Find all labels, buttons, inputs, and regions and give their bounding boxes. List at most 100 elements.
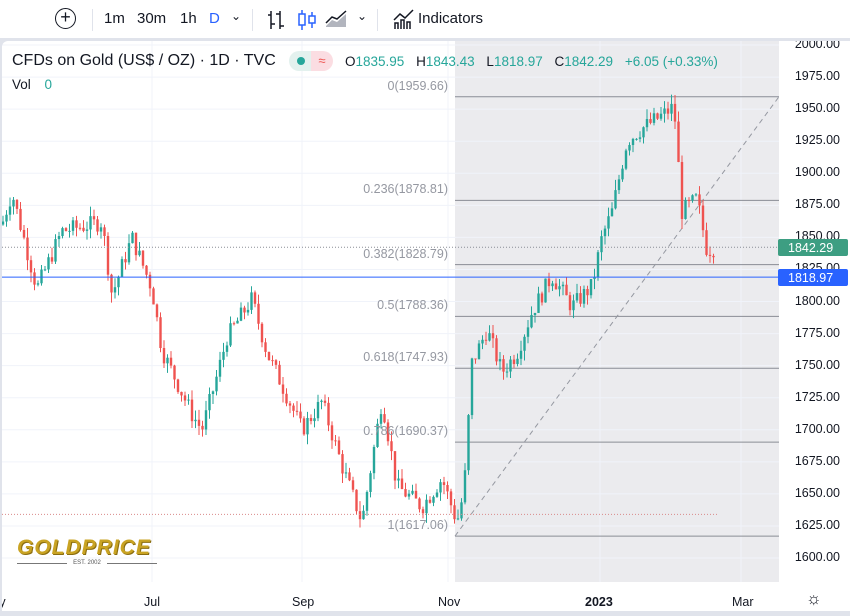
candle — [19, 208, 22, 230]
candle — [404, 489, 407, 497]
candle — [211, 391, 215, 395]
candle — [393, 451, 397, 481]
candle — [239, 307, 243, 321]
price-axis-label: 2000.00 — [794, 41, 840, 51]
indicators-button[interactable]: Indicators — [418, 10, 484, 27]
candle — [694, 194, 698, 196]
candle — [652, 113, 656, 123]
candle — [372, 446, 376, 474]
candle — [701, 205, 705, 231]
candle — [628, 145, 631, 151]
candle — [495, 338, 498, 362]
candle — [309, 417, 313, 422]
price-axis-label: 1975.00 — [794, 69, 840, 84]
interval-d[interactable]: D — [209, 10, 220, 27]
area-chart-icon[interactable] — [325, 10, 347, 28]
candle — [299, 411, 302, 419]
candle — [113, 287, 117, 293]
candle — [544, 278, 547, 303]
candle — [159, 317, 162, 349]
interval-1m[interactable]: 1m — [104, 10, 125, 27]
add-symbol-button[interactable]: + — [55, 8, 76, 29]
candle — [176, 379, 180, 392]
candle — [295, 410, 299, 412]
candle — [323, 400, 327, 403]
candle — [330, 425, 334, 441]
candle — [61, 228, 64, 237]
candle — [365, 491, 369, 511]
candle — [684, 200, 687, 219]
candle — [313, 418, 316, 422]
candle — [362, 510, 365, 520]
candle — [103, 227, 106, 237]
chart-panel[interactable]: CFDs on Gold (US$ / OZ) · 1D · TVC ≈ O18… — [2, 41, 850, 611]
candle — [649, 119, 652, 123]
candle — [43, 269, 47, 271]
time-axis-label: Sep — [292, 595, 315, 609]
divider — [377, 9, 378, 31]
price-axis-label: 1725.00 — [794, 389, 840, 404]
candle — [355, 489, 358, 512]
candle — [173, 365, 176, 380]
candle — [453, 505, 456, 520]
price-axis-label: 1650.00 — [794, 485, 840, 500]
candle — [708, 254, 712, 256]
candle — [92, 216, 96, 220]
candle — [680, 162, 684, 219]
open-value: 1835.95 — [355, 54, 405, 69]
candles-icon[interactable] — [296, 9, 318, 31]
candle — [267, 351, 271, 361]
candle — [47, 257, 50, 270]
candle — [253, 292, 257, 304]
candle — [302, 418, 306, 435]
change-value: +6.05 (+0.33%) — [624, 54, 718, 69]
candle — [232, 323, 236, 325]
candle — [96, 219, 99, 232]
fib-level-label: 0.786(1690.37) — [363, 424, 448, 439]
candle — [670, 103, 673, 114]
candle — [197, 419, 201, 426]
candle — [75, 220, 78, 228]
candle — [642, 127, 645, 138]
fib-level-label: 1(1617.06) — [387, 518, 448, 533]
candle — [344, 472, 348, 474]
candle — [71, 220, 75, 231]
candle — [509, 359, 512, 372]
bar-chart-icon[interactable] — [266, 9, 286, 31]
candle — [243, 307, 246, 313]
candle — [379, 414, 383, 424]
volume-value: 0 — [44, 77, 53, 92]
interval-30m[interactable]: 30m — [137, 10, 167, 27]
indicators-icon[interactable] — [392, 8, 414, 30]
interval-1h[interactable]: 1h — [180, 10, 197, 27]
candle — [376, 423, 379, 447]
volume-legend: Vol 0 — [12, 77, 52, 92]
market-status[interactable]: ≈ — [289, 51, 333, 71]
candle — [208, 394, 211, 411]
candle — [621, 168, 624, 180]
candle — [635, 138, 638, 140]
candle — [698, 194, 701, 206]
low-label: L — [486, 54, 494, 69]
time-axis-label: May — [2, 595, 6, 609]
ohlc-readout: O1835.95 H1843.43 L1818.97 C1842.29 +6.0… — [345, 54, 726, 69]
candle — [565, 284, 568, 296]
candle — [397, 478, 400, 481]
symbol-title[interactable]: CFDs on Gold (US$ / OZ) · 1D · TVC — [12, 52, 276, 69]
candle — [320, 400, 323, 402]
candle — [306, 417, 309, 435]
fib-level-label: 0(1959.66) — [387, 78, 448, 93]
candle — [85, 229, 89, 231]
chevron-down-icon[interactable]: ⌄ — [231, 9, 242, 23]
chevron-down-icon[interactable]: ⌄ — [357, 9, 368, 23]
candle — [274, 360, 278, 365]
price-chart[interactable] — [2, 41, 850, 611]
candle — [467, 415, 470, 471]
candle — [5, 214, 8, 222]
price-axis-label: 1775.00 — [794, 325, 840, 340]
candle — [537, 293, 540, 313]
candle — [117, 276, 120, 288]
settings-sun-icon[interactable]: ☼ — [806, 589, 822, 608]
price-axis-label: 1925.00 — [794, 133, 840, 148]
delayed-data-icon: ≈ — [311, 51, 333, 71]
